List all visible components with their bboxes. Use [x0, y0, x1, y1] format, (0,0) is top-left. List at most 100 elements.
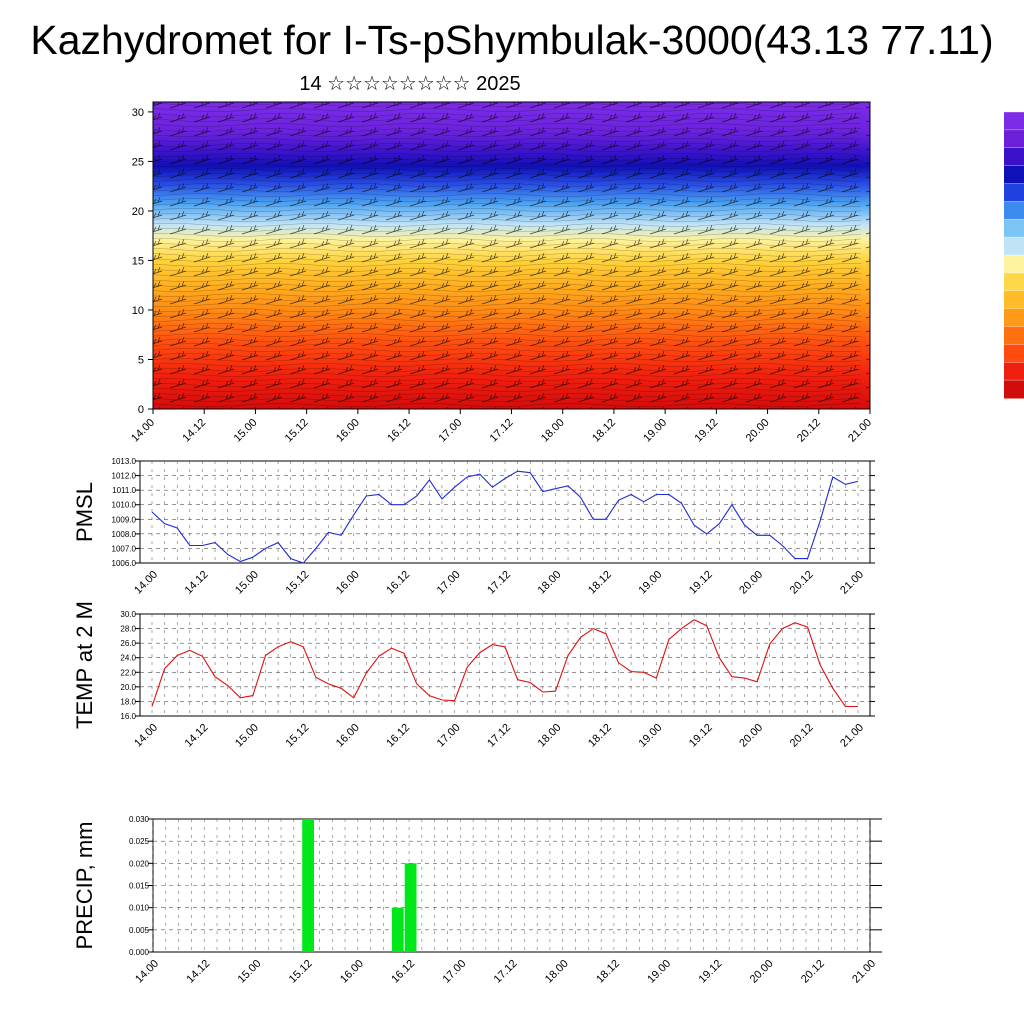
x-tick-label: 17.12: [488, 417, 516, 445]
contour-line: [152, 173, 862, 177]
colorbar-swatch: [1004, 308, 1024, 327]
x-tick-label: 21.00: [846, 417, 874, 445]
contour-line: [152, 148, 862, 152]
colorbar-swatch: [1004, 344, 1024, 363]
x-tick-label: 14.00: [129, 417, 157, 445]
y-tick-label: 30.0: [120, 610, 136, 619]
contour-line: [152, 183, 862, 187]
x-tick-label: 16.12: [385, 417, 413, 445]
contour-line: [152, 233, 862, 237]
y-tick-label: 1012.0: [112, 472, 137, 481]
y-axis-label: PRECIP, mm: [72, 822, 97, 950]
series-line: [151, 619, 858, 708]
x-tick-label: 18.00: [543, 958, 571, 986]
contour-line: [152, 143, 862, 147]
y-tick-label: 20: [132, 206, 144, 218]
series-line: [151, 470, 859, 564]
contour-line: [152, 108, 862, 112]
page-subtitle: 14 ☆☆☆☆☆☆☆☆ 2025: [299, 73, 521, 95]
contour-line: [152, 353, 862, 357]
x-tick-label: 15.00: [233, 569, 261, 597]
contour-line: [152, 208, 862, 212]
x-tick-label: 19.00: [641, 417, 669, 445]
x-tick-label: 19.00: [636, 722, 664, 750]
contour-line: [152, 293, 862, 297]
contour-line: [152, 253, 862, 257]
cross-section-chart: 0 5 10 15 20 25 30 14.00 14.12 15.00 15.12 16.00 16.…: [129, 101, 874, 445]
colorbar-swatch: [1004, 219, 1024, 238]
contour-line: [152, 333, 862, 337]
y-tick-label: 0.030: [129, 815, 150, 824]
y-tick-label: 1008.0: [112, 530, 137, 539]
x-tick-label: 18.00: [536, 722, 564, 750]
contour-line: [152, 378, 862, 382]
contour-line: [152, 218, 862, 222]
colorbar-swatch: [1004, 112, 1024, 131]
y-tick-label: 1011.0: [112, 486, 136, 495]
x-tick-label: 20.12: [788, 569, 816, 597]
contour-line: [152, 118, 862, 122]
x-tick-label: 18.12: [586, 722, 614, 750]
x-tick-label: 15.12: [283, 722, 311, 750]
contour-line: [152, 163, 862, 167]
x-tick-label: 16.00: [334, 569, 362, 597]
x-tick-label: 14.12: [180, 417, 208, 445]
colorbar-swatch: [1004, 380, 1024, 399]
contour-line: [152, 178, 862, 182]
contour-line: [152, 373, 862, 377]
contour-line: [152, 388, 862, 392]
contour-line: [152, 153, 862, 157]
pmsl-chart: 1006.0 1007.0 1008.0 1009.0 1010.0 1011.0 1012…: [72, 457, 875, 597]
x-tick-label: 14.12: [183, 722, 211, 750]
wind-barbs: [153, 102, 870, 409]
x-tick-label: 20.00: [744, 417, 772, 445]
x-tick-label: 20.12: [795, 417, 823, 445]
contour-line: [152, 308, 862, 312]
x-tick-label: 16.12: [389, 958, 417, 986]
x-tick-label: 21.00: [838, 569, 866, 597]
x-tick-label: 15.12: [283, 569, 311, 597]
contour-line: [152, 393, 862, 397]
x-tick-label: 17.00: [435, 722, 463, 750]
contour-line: [152, 318, 862, 322]
contour-line: [152, 198, 862, 202]
contour-line: [152, 133, 862, 137]
contour-line: [152, 343, 862, 347]
y-tick-label: 15: [132, 255, 144, 267]
y-tick-label: 5: [138, 354, 144, 366]
y-tick-label: 0.020: [129, 859, 150, 868]
y-tick-label: 1009.0: [112, 515, 137, 524]
y-tick-label: 26.0: [120, 639, 136, 648]
x-tick-label: 18.00: [536, 569, 564, 597]
y-tick-label: 24.0: [120, 654, 136, 663]
colorbar-swatch: [1004, 165, 1024, 184]
x-tick-label: 20.12: [788, 722, 816, 750]
x-tick-label: 15.00: [233, 722, 261, 750]
precip-chart: 0.000 0.005 0.010 0.015 0.020 0.025 0.030 14.00…: [72, 815, 882, 986]
contour-line: [152, 383, 862, 387]
precip-bar: [404, 863, 417, 952]
x-tick-label: 17.12: [485, 722, 513, 750]
y-tick-label: 25: [132, 156, 144, 168]
x-tick-label: 19.00: [636, 569, 664, 597]
page-title: Kazhydromet for I-Ts-pShymbulak-3000(43.…: [30, 17, 994, 63]
contour-line: [152, 238, 862, 242]
x-tick-label: 15.00: [232, 417, 260, 445]
colorbar-swatch: [1004, 255, 1024, 274]
contour-line: [152, 368, 862, 372]
contour-line: [152, 158, 862, 162]
x-tick-label: 18.12: [590, 417, 618, 445]
contour-line: [152, 228, 862, 232]
contour-line: [152, 278, 862, 282]
colorbar-swatch: [1004, 290, 1024, 310]
contour-line: [152, 298, 862, 302]
contour-line: [152, 313, 862, 317]
colorbar-swatch: [1004, 362, 1024, 381]
y-tick-label: 22.0: [120, 668, 136, 677]
x-tick-label: 19.12: [687, 569, 715, 597]
x-tick-label: 17.00: [435, 569, 463, 597]
x-tick-label: 16.00: [334, 417, 362, 445]
contour-line: [152, 243, 862, 247]
colorbar-swatch: [1004, 147, 1024, 167]
